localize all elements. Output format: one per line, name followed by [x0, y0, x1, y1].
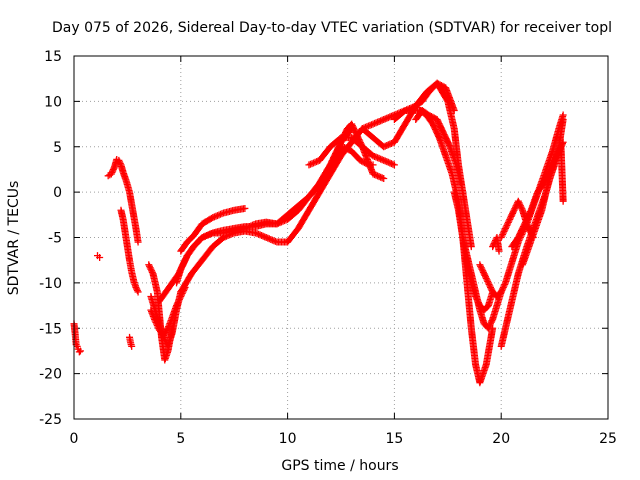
data-point	[173, 300, 181, 308]
data-point	[153, 322, 161, 330]
y-tick-label: -10	[39, 276, 62, 292]
data-point	[153, 320, 161, 328]
data-point	[151, 317, 159, 325]
data-point	[152, 319, 160, 327]
data-point	[145, 261, 153, 269]
data-point	[128, 342, 136, 350]
data-point	[134, 288, 142, 296]
data-point	[76, 347, 84, 355]
data-point	[457, 179, 465, 187]
data-point	[163, 326, 171, 334]
data-point	[146, 264, 154, 272]
data-point	[75, 348, 83, 356]
y-tick-label: 0	[53, 185, 62, 201]
y-tick-label: -15	[39, 321, 62, 337]
data-point	[116, 158, 124, 166]
y-axis-label: SDTVAR / TECUs	[6, 181, 22, 296]
data-point	[175, 296, 183, 304]
tick-labels: 0 5 10 15 20 25 -25 -20 -15 -10 -5 0 5 10 15	[39, 49, 617, 447]
y-tick-label: 5	[53, 140, 62, 156]
data-point	[173, 302, 181, 310]
x-axis-label: GPS time / hours	[281, 458, 398, 474]
x-tick-label: 10	[279, 431, 297, 447]
x-tick-label: 25	[599, 431, 617, 447]
data-point	[148, 267, 156, 275]
data-point	[241, 204, 249, 212]
data-point	[175, 297, 183, 305]
data-point	[467, 243, 475, 251]
y-tick-label: -25	[39, 412, 62, 428]
x-tick-label: 20	[492, 431, 510, 447]
y-tick-label: 10	[44, 94, 62, 110]
chart-title: Day 075 of 2026, Sidereal Day-to-day VTE…	[52, 20, 612, 36]
data-point	[145, 262, 153, 270]
data-point	[133, 285, 141, 293]
data-point	[133, 286, 141, 294]
x-tick-label: 15	[385, 431, 403, 447]
data-point	[174, 299, 182, 307]
data-point	[148, 268, 156, 276]
data-point	[147, 265, 155, 273]
data-point	[450, 106, 458, 114]
y-tick-label: -5	[48, 231, 62, 247]
data-point	[380, 175, 388, 183]
x-tick-label: 5	[176, 431, 185, 447]
data-point	[134, 238, 142, 246]
x-tick-label: 0	[70, 431, 79, 447]
data-point	[176, 294, 184, 302]
y-tick-label: 15	[44, 49, 62, 65]
data-point	[96, 253, 104, 261]
data-point	[115, 156, 123, 164]
data-point	[132, 283, 140, 291]
y-tick-label: -20	[39, 367, 62, 383]
data-point	[390, 161, 398, 169]
data-point	[154, 323, 162, 331]
data-points	[70, 79, 567, 387]
